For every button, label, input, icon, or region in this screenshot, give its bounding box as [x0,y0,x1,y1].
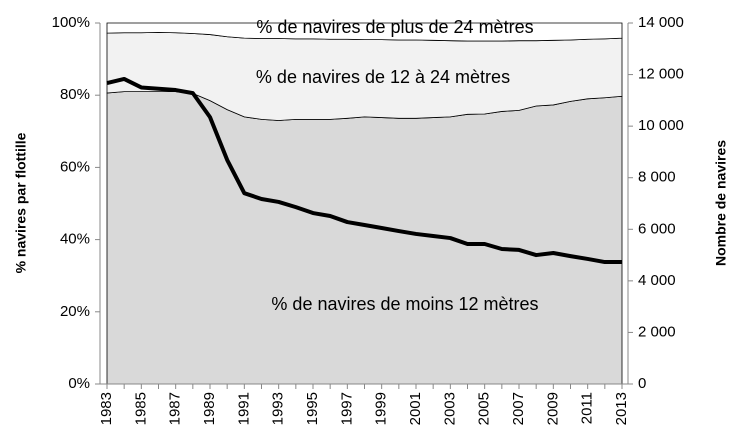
area [106,22,623,42]
area-label: % de navires de plus de 24 mètres [256,17,533,37]
x-tick-label: 2007 [510,392,527,425]
y2-tick-label: 0 [638,375,646,392]
x-tick-label: 1999 [373,392,390,425]
x-tick-label: 1987 [167,392,184,425]
y2-tick-label: 6 000 [638,220,676,237]
y-tick-label: 100% [52,14,90,31]
y2-axis-title: Nombre de navires [713,140,729,266]
line [106,76,622,265]
x-tick-label: 1991 [235,392,252,425]
x-tick-label: 1983 [98,392,115,425]
area-label: % de navires de 12 à 24 mètres [256,67,510,87]
x-tick-label: 2001 [407,392,424,425]
y2-tick-label: 10 000 [638,117,684,134]
area-label: % de navires de moins 12 mètres [271,294,538,314]
y2-tick-label: 8 000 [638,169,676,186]
y-tick-label: 20% [60,303,90,320]
y2-tick-label: 12 000 [638,66,684,83]
x-tick-label: 1995 [304,392,321,425]
x-tick-label: 1997 [338,392,355,425]
x-tick-label: 1993 [270,392,287,425]
y-tick-label: 0% [68,375,90,392]
x-tick-label: 2005 [476,392,493,425]
y2-tick-label: 14 000 [638,14,684,31]
x-tick-label: 2009 [544,392,561,425]
y-axis-title: % navires par flottille [13,132,29,273]
x-tick-label: 2011 [579,392,596,424]
x-tick-label: 2003 [441,392,458,425]
y-tick-label: 80% [60,86,90,103]
x-tick-label: 1985 [132,392,149,425]
x-tick-label: 1989 [201,392,218,425]
y2-tick-label: 4 000 [638,272,676,289]
y-tick-label: 40% [60,231,90,248]
area [106,91,623,385]
y-tick-label: 60% [60,158,90,175]
x-tick-label: 2013 [613,392,630,425]
y2-tick-label: 2 000 [638,323,676,340]
